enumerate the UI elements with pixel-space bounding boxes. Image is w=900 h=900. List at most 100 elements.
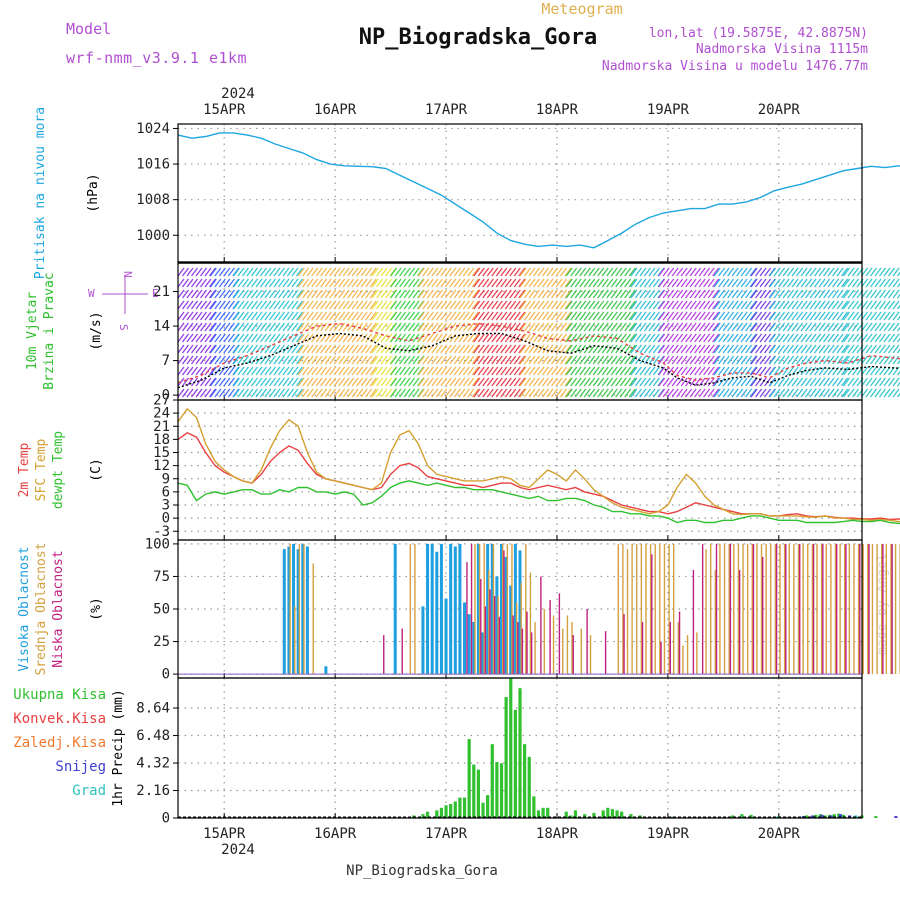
bar-visoka-oblacnost: [435, 551, 439, 675]
wind-barb: [190, 322, 199, 332]
wind-barb: [250, 300, 258, 310]
wind-barb: [869, 333, 878, 343]
wind-barb: [565, 267, 573, 277]
bar-ukupna-kisa: [481, 802, 485, 818]
wind-barb: [467, 289, 475, 299]
wind-barb: [773, 355, 781, 365]
wind-barb: [541, 388, 550, 398]
wind-barb: [851, 355, 860, 365]
wind-barb: [403, 267, 411, 277]
wind-barb: [453, 322, 461, 332]
wind-barb: [273, 267, 281, 277]
wind-barb: [371, 267, 379, 277]
bar-visoka-oblacnost: [430, 543, 434, 675]
wind-barb: [399, 289, 407, 299]
wind-barb: [564, 366, 572, 376]
wind-barb: [347, 278, 355, 288]
wind-barb: [731, 377, 739, 387]
wind-barb: [259, 322, 267, 332]
wind-barb: [564, 311, 572, 321]
wind-barb: [482, 388, 490, 398]
wind-barb: [504, 300, 512, 310]
wind-barb: [592, 311, 600, 321]
wind-barb: [311, 355, 319, 365]
wind-barb: [528, 267, 536, 277]
wind-barb: [601, 377, 609, 387]
bar-ukupna-kisa: [814, 814, 818, 818]
wind-barb: [836, 377, 844, 387]
wind-barb: [462, 278, 470, 288]
wind-barb: [380, 322, 388, 332]
wind-barb: [805, 355, 813, 365]
wind-barb: [718, 366, 726, 376]
wind-barb: [639, 267, 647, 277]
wind-barb: [550, 278, 559, 288]
wind-barb: [264, 278, 272, 288]
wind-barb: [703, 333, 711, 343]
bar-ukupna-kisa: [425, 811, 430, 818]
wind-barb: [769, 267, 777, 277]
wind-barb: [745, 278, 753, 288]
wind-barb: [755, 300, 763, 310]
wind-barb: [360, 267, 368, 277]
wind-barb: [841, 344, 849, 354]
wind-barb: [865, 300, 873, 310]
wind-barb: [453, 267, 461, 277]
direction-label-s: S: [117, 324, 130, 331]
wind-barb: [186, 311, 194, 321]
wind-barb: [667, 355, 675, 365]
wind-barb: [630, 377, 638, 387]
wind-barb: [518, 333, 526, 343]
wind-barb: [842, 344, 851, 354]
wind-barb: [805, 322, 813, 332]
wind-barb: [482, 333, 490, 343]
wind-barb: [259, 278, 267, 288]
top-date-label: 18APR: [536, 102, 579, 118]
y-tick-label: 1016: [136, 157, 170, 173]
wind-barb: [486, 333, 494, 343]
wind-barb: [324, 333, 332, 343]
wind-barb: [302, 333, 310, 343]
wind-barb: [297, 311, 305, 321]
wind-barb: [385, 322, 393, 332]
bar-niska-oblacnost: [678, 611, 681, 675]
series-line-gust: [177, 322, 900, 384]
wind-barb: [671, 322, 679, 332]
bar-visoka-oblacnost: [421, 606, 425, 675]
wind-barb: [606, 300, 614, 310]
wind-barb: [291, 300, 299, 310]
wind-barb: [745, 366, 753, 376]
wind-barb: [394, 267, 402, 277]
wind-barb: [477, 377, 485, 387]
wind-barb: [713, 289, 721, 299]
wind-barb: [676, 344, 684, 354]
y-axis-unit: (%): [89, 597, 104, 620]
wind-barb: [601, 344, 609, 354]
wind-barb: [315, 355, 323, 365]
wind-barb: [722, 300, 730, 310]
wind-barb: [814, 366, 822, 376]
wind-barb: [232, 278, 240, 288]
bar-srednja-oblacnost: [867, 543, 869, 675]
wind-barb: [422, 355, 430, 365]
wind-barb: [887, 300, 896, 310]
wind-barb: [671, 333, 679, 343]
wind-barb: [555, 289, 563, 299]
wind-barb: [426, 388, 434, 398]
wind-barb: [356, 322, 364, 332]
wind-barb: [473, 322, 481, 332]
wind-barb: [574, 377, 582, 387]
wind-barb: [630, 300, 638, 310]
wind-barb: [403, 300, 411, 310]
wind-barb: [694, 355, 702, 365]
wind-barb: [291, 366, 299, 376]
wind-barb: [320, 366, 328, 376]
wind-barb: [268, 377, 276, 387]
wind-barb: [718, 322, 726, 332]
y-tick-label: 1000: [136, 228, 170, 244]
wind-barb: [282, 377, 290, 387]
wind-barb: [482, 377, 490, 387]
wind-barb: [329, 311, 337, 321]
bar-niska-oblacnost: [845, 543, 847, 675]
wind-barb: [453, 344, 461, 354]
